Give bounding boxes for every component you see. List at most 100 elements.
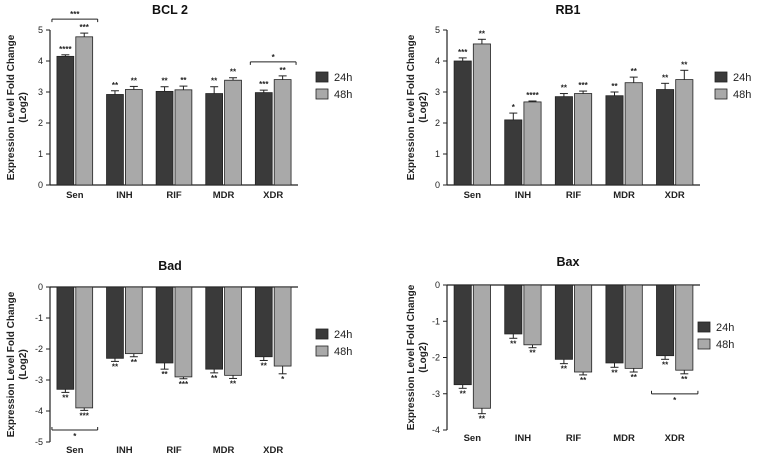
significance-stars: ** [161, 77, 168, 86]
bar-24h [155, 90, 174, 186]
legend-swatch-48h [697, 338, 711, 350]
significance-stars: ** [479, 415, 486, 424]
bar-24h [554, 96, 573, 186]
significance-stars: *** [179, 380, 189, 389]
x-category-label: Sen [464, 433, 482, 444]
significance-stars: ** [611, 82, 618, 91]
y-axis-label: Expression Level Fold Change(Log2) [406, 34, 429, 180]
y-tick-label: -1 [35, 313, 43, 323]
y-tick-label: -1 [432, 316, 440, 326]
y-tick-label: 3 [435, 87, 440, 97]
legend-label: 48h [334, 346, 352, 358]
x-category-label: XDR [665, 190, 685, 201]
y-axis-label-line-2: (Log2) [18, 92, 29, 123]
bar-48h [125, 286, 143, 355]
bar-24h [453, 60, 472, 186]
bar-48h [472, 43, 491, 186]
x-category-label: Sen [464, 190, 482, 201]
bar-24h [656, 284, 675, 357]
significance-stars: ** [211, 374, 218, 383]
y-tick-label: 2 [435, 118, 440, 128]
x-category-label: INH [515, 433, 532, 444]
bar-48h [224, 286, 242, 376]
x-category-label: MDR [213, 190, 235, 201]
bar-24h [106, 286, 124, 359]
significance-stars: ** [460, 389, 467, 398]
significance-stars: ** [180, 76, 187, 85]
bar-48h [472, 284, 491, 409]
legend-label: 24h [334, 329, 352, 341]
significance-stars: ** [681, 60, 688, 69]
y-tick-label: 1 [435, 149, 440, 159]
significance-stars: ** [479, 29, 486, 38]
x-category-label: MDR [613, 190, 635, 201]
x-category-label: XDR [263, 445, 283, 456]
x-category-label: RIF [166, 445, 182, 456]
chart-title: RB1 [555, 3, 580, 17]
legend-swatch-48h [714, 88, 728, 100]
legend-label: 48h [716, 339, 734, 351]
legend-swatch-24h [315, 328, 329, 340]
y-tick-label: 1 [38, 149, 43, 159]
bar-48h [523, 101, 542, 186]
legend-label: 48h [334, 89, 352, 101]
significance-stars: ** [561, 84, 568, 93]
y-axis-label: Expression Level Fold Change(Log2) [6, 34, 29, 180]
significance-stars: * [512, 103, 516, 112]
bar-48h [273, 286, 292, 367]
y-tick-label: 0 [38, 282, 43, 292]
bar-24h [205, 93, 223, 186]
x-category-label: RIF [566, 190, 582, 201]
significance-stars: ** [611, 368, 618, 377]
bracket-stars: *** [70, 10, 80, 19]
significance-stars: ** [230, 68, 237, 77]
y-tick-label: -2 [432, 353, 440, 363]
bar-24h [106, 94, 124, 186]
bar-48h [75, 36, 94, 186]
chart-title: BCL 2 [152, 3, 188, 17]
bar-48h [75, 286, 94, 409]
significance-stars: ** [510, 339, 517, 348]
y-tick-label: 0 [38, 180, 43, 190]
bar-24h [56, 286, 75, 390]
legend-swatch-24h [697, 321, 711, 333]
bar-48h [624, 284, 643, 369]
y-axis-label-line-2: (Log2) [418, 92, 429, 123]
bar-48h [675, 79, 694, 186]
significance-stars: ** [62, 393, 69, 402]
y-tick-label: 4 [38, 56, 43, 66]
bar-24h [155, 286, 174, 364]
bar-48h [273, 79, 292, 186]
chart-panel-0: BCL 2 Expression Level Fold Change(Log2) 0… [6, 3, 352, 201]
y-tick-label: 4 [435, 56, 440, 66]
significance-stars: ** [131, 76, 138, 85]
x-category-label: XDR [665, 433, 685, 444]
bar-48h [125, 89, 143, 186]
chart-title: Bax [557, 255, 580, 269]
bar-48h [174, 286, 193, 378]
y-axis-label-line-1: Expression Level Fold Change [6, 34, 17, 180]
legend-label: 24h [716, 322, 734, 334]
significance-stars: ** [280, 66, 287, 75]
y-tick-label: -3 [35, 375, 43, 385]
significance-stars: *** [80, 411, 90, 420]
bracket-stars: * [673, 396, 677, 405]
significance-stars: ** [211, 77, 218, 86]
bar-24h [254, 92, 273, 186]
y-axis-label-line-1: Expression Level Fold Change [6, 291, 17, 437]
chart-panel-2: Bad Expression Level Fold Change(Log2) 0 -1… [6, 259, 352, 456]
y-axis-label-line-2: (Log2) [18, 349, 29, 380]
x-category-label: INH [515, 190, 532, 201]
y-tick-label: 2 [38, 118, 43, 128]
legend-swatch-24h [315, 71, 329, 83]
bar-24h [254, 286, 273, 358]
chart-title: Bad [158, 259, 182, 273]
bar-48h [624, 82, 643, 186]
significance-stars: ** [131, 358, 138, 367]
significance-stars: *** [259, 80, 269, 89]
significance-stars: ** [662, 73, 669, 82]
x-category-label: RIF [166, 190, 182, 201]
significance-stars: *** [80, 23, 90, 32]
legend-label: 24h [733, 72, 751, 84]
